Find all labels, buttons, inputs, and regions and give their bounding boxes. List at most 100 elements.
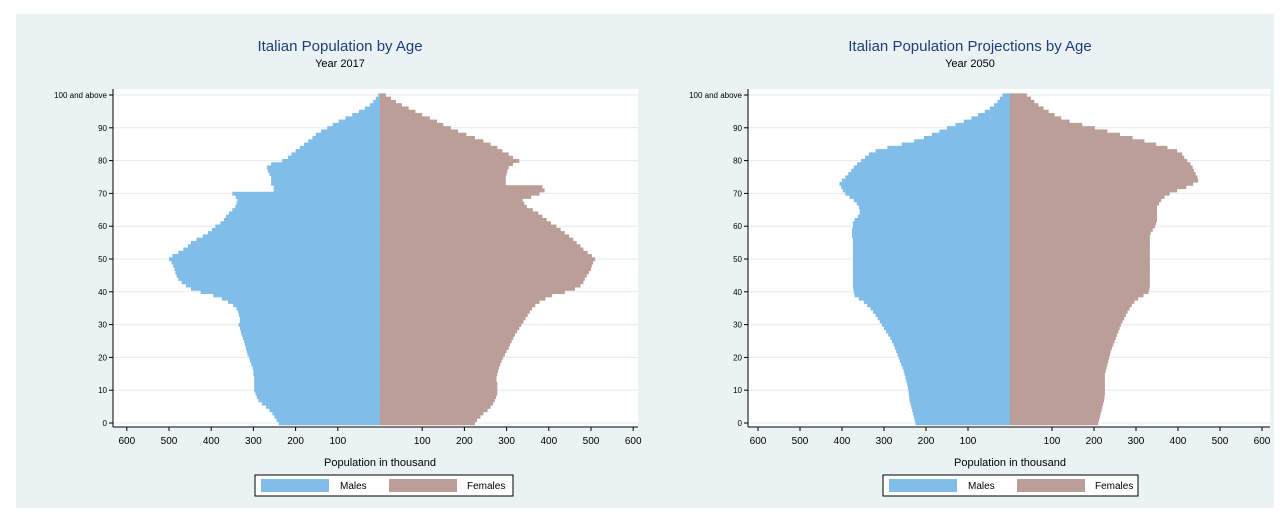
female-bar [380,254,592,258]
male-bar [884,326,1010,331]
female-bar [1010,122,1083,127]
male-bar [247,352,380,357]
legend-swatch-males [889,479,957,492]
female-bar [1010,329,1119,334]
y-tick-label: 90 [733,124,742,133]
x-tick-label: 600 [1254,436,1271,447]
male-bar [858,204,1010,209]
male-bar [994,103,1010,108]
male-bar [171,260,380,265]
male-bar [345,116,380,121]
male-bar [984,109,1010,114]
male-bar [291,152,380,157]
female-bar [380,185,543,190]
female-bar [380,286,575,291]
female-bar [1010,349,1111,354]
female-bar [1010,99,1035,104]
male-bar [252,365,380,370]
female-bar [1010,355,1110,360]
male-bar [246,349,380,354]
male-bar [232,208,380,213]
male-bar [237,198,380,203]
female-bar [1010,391,1105,396]
male-bar [282,158,380,163]
male-bar [853,286,1010,291]
female-bar [1010,322,1121,327]
male-bar [190,286,380,291]
male-bar [242,336,380,340]
male-bar [239,326,380,331]
female-bar [1010,267,1150,272]
male-bar [183,247,380,252]
female-bar [380,106,409,111]
female-bar [1010,280,1150,285]
male-bar [256,395,380,399]
male-bar [271,178,380,183]
legend-label-females: Females [1095,481,1133,492]
female-bar [1010,283,1150,288]
y-tick-label: 90 [98,124,107,133]
female-bar [1010,106,1044,111]
male-bar [851,168,1010,173]
female-bar [1010,188,1178,193]
male-bar [223,218,380,222]
chart-2: 0 10 20 30 40 50 60 70 80 90 100 and above 600 500 40… [689,38,1271,497]
male-bar [839,181,1010,186]
female-bar [1010,303,1132,308]
y-tick-label: 30 [733,321,742,330]
male-bar [854,293,1010,298]
male-bar [853,165,1010,170]
female-bar [380,408,488,413]
male-bar [853,198,1010,203]
chart-1: 0 10 20 30 40 50 60 70 80 90 100 and above 600 500 40… [54,38,642,497]
female-bar [380,244,581,249]
male-bar [852,247,1010,252]
male-bar [200,290,380,295]
y-tick-label: 60 [98,222,107,231]
female-bar [1010,342,1114,347]
male-bar [888,332,1010,337]
female-bar [1010,96,1031,101]
male-bar [912,408,1010,413]
male-bar [240,329,380,334]
female-bar [1010,172,1196,176]
male-bar [989,106,1010,111]
female-bar [380,178,506,183]
female-bar [380,296,546,301]
female-bar [380,270,589,275]
female-bar [380,385,498,390]
male-bar [315,132,380,137]
female-bar [1010,218,1157,222]
female-bar [380,293,553,298]
legend-label-males: Males [968,481,995,492]
male-bar [358,109,380,114]
male-bar [890,336,1010,340]
female-bar [380,267,591,272]
male-bar [852,277,1010,281]
male-bar [178,277,380,281]
male-bar [327,126,380,131]
male-bar [904,372,1010,377]
male-bar [854,218,1010,222]
male-bar [187,244,380,249]
male-bar [185,283,380,288]
male-bar [244,339,380,344]
male-bar [364,106,380,111]
male-bar [905,375,1010,380]
male-bar [868,152,1010,157]
female-bar [1010,378,1105,383]
male-bar [373,99,380,104]
male-bar [273,188,380,193]
female-bar [380,316,526,321]
female-bar [380,198,523,203]
female-bar [380,404,491,409]
female-bar [380,303,536,308]
female-bar [1010,191,1170,196]
female-bar [380,201,525,206]
female-bar [1010,247,1150,252]
female-bar [380,152,509,157]
male-bar [865,155,1010,160]
female-bar [1010,214,1157,219]
female-bar [1010,181,1194,186]
male-bar [860,158,1010,163]
